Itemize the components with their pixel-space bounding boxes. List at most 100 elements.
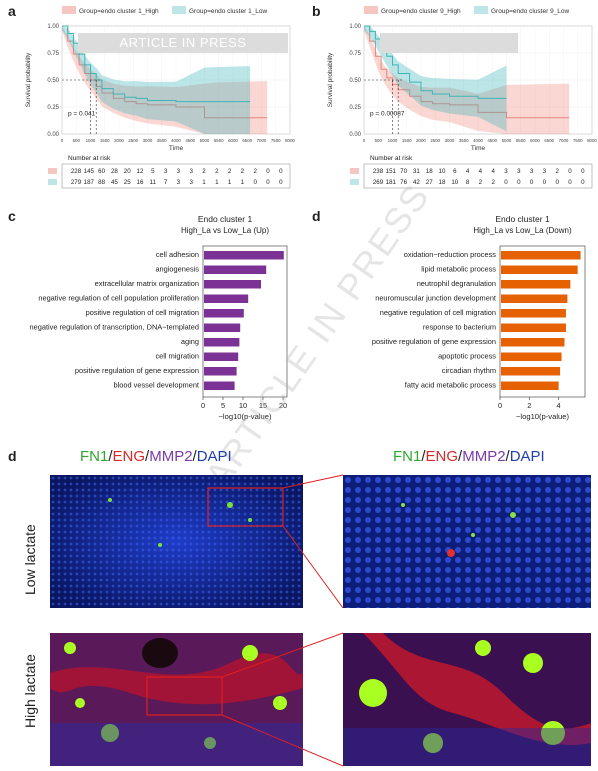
micrograph-high-zoom (343, 633, 591, 766)
risk-cell: 0 (517, 179, 521, 186)
x-tick-label: 500 (73, 138, 81, 143)
bar-category-label: positive regulation of gene expression (75, 366, 199, 375)
y-tick-label: 0.25 (47, 105, 59, 111)
micrograph-low-zoom (343, 475, 591, 608)
risk-cell: 238 (373, 168, 384, 175)
y-tick-label: 0.75 (47, 51, 59, 57)
risk-cell: 2 (228, 168, 232, 175)
risk-cell: 1 (241, 179, 245, 186)
bar (204, 323, 241, 332)
risk-cell: 76 (400, 179, 407, 186)
x-tick-label: 6500 (242, 138, 252, 143)
x-tick-label: 7000 (559, 138, 569, 143)
risk-cell: 0 (266, 179, 270, 186)
watermark-ribbon-right (380, 33, 518, 53)
legend-label-low: Group=endo cluster 9_Low (491, 8, 570, 15)
bar-category-label: fatty acid metabolic process (405, 381, 496, 390)
legend-label-low: Group=endo cluster 1_Low (189, 8, 268, 15)
micrograph-low-overview (50, 475, 303, 608)
x-tick-label: 5000 (200, 138, 210, 143)
stain-eng: ENG (425, 448, 459, 465)
risk-cell: 0 (279, 179, 283, 186)
survival-curve-high (364, 25, 570, 119)
legend-swatch-low (172, 6, 186, 14)
bar-category-label: response to bacterium (423, 323, 496, 332)
bar-category-label: oxidation−reduction process (404, 250, 497, 259)
bar (204, 309, 244, 318)
y-tick-label: 1.00 (349, 24, 361, 30)
x-axis-label: −log10(p-value) (516, 412, 569, 421)
x-axis-label: −log10(p-value) (219, 412, 272, 421)
bar (204, 381, 235, 390)
bar (204, 251, 284, 260)
risk-cell: 3 (164, 168, 168, 175)
risk-cell: 6 (453, 168, 457, 175)
x-tick-label: 4000 (171, 138, 181, 143)
bar-category-label: positive regulation of cell migration (86, 308, 199, 317)
micrograph-high-overview (50, 633, 303, 766)
risk-cell: 28 (111, 168, 118, 175)
survival-plot-b: Group=endo cluster 9_High Group=endo clus… (327, 6, 597, 189)
stain-dapi: DAPI (196, 448, 232, 465)
x-tick-label: 1500 (402, 138, 412, 143)
x-tick-label: 0 (498, 401, 502, 410)
bar (501, 352, 562, 361)
go-barchart-up: Endo cluster 1 High_La vs Low_La (Up) cell… (30, 214, 288, 421)
risk-table-title: Number at risk (68, 155, 111, 162)
bar-category-label: extracellular matrix organization (95, 279, 199, 288)
bar-chart-subtitle: High_La vs Low_La (Up) (181, 226, 269, 235)
risk-cell: 3 (543, 168, 547, 175)
risk-table-frame (61, 163, 291, 189)
risk-cell: 31 (413, 168, 420, 175)
bar (204, 352, 239, 361)
survival-curve-high (62, 25, 268, 119)
bar-plot-frame (202, 245, 288, 398)
risk-cell: 0 (581, 168, 585, 175)
risk-cell: 7 (164, 179, 168, 186)
x-tick-label: 5 (221, 401, 225, 410)
survival-curve-low (364, 25, 507, 99)
risk-cell: 10 (451, 179, 458, 186)
risk-cell: 11 (150, 179, 157, 186)
y-axis-label: Survival probability (25, 52, 32, 107)
risk-cell: 0 (555, 179, 559, 186)
risk-cell: 0 (266, 168, 270, 175)
risk-cell: 2 (479, 179, 483, 186)
risk-cell: 4 (466, 168, 470, 175)
bar-category-label: cell migration (155, 352, 199, 361)
stain-mmp2: MMP2 (149, 448, 193, 465)
x-tick-label: 4500 (487, 138, 497, 143)
risk-cell: 27 (426, 179, 433, 186)
risk-cell: 3 (504, 168, 508, 175)
x-tick-label: 4000 (473, 138, 483, 143)
confidence-band-low (62, 26, 251, 134)
risk-cell: 2 (202, 168, 206, 175)
x-tick-label: 6500 (544, 138, 554, 143)
x-axis-label: Time (471, 145, 486, 152)
x-tick-label: 0 (201, 401, 205, 410)
bar-category-label: angiogenesis (155, 265, 199, 274)
risk-table-title: Number at risk (370, 155, 413, 162)
risk-cell: 181 (386, 179, 397, 186)
bar (204, 280, 261, 289)
x-tick-label: 4 (557, 401, 561, 410)
risk-cell: 2 (241, 168, 245, 175)
p-value-label: p = 0.041 (68, 111, 96, 118)
bar-category-label: cell adhesion (156, 250, 199, 259)
confidence-band-high (62, 26, 268, 134)
x-tick-label: 5500 (214, 138, 224, 143)
row-label-high: High lactate (22, 654, 38, 728)
row-label-low: Low lactate (22, 524, 38, 595)
bar (501, 265, 578, 274)
risk-swatch-low (350, 179, 359, 185)
p-value-label: p = 0.00087 (370, 111, 405, 118)
risk-swatch-high (48, 168, 57, 174)
risk-cell: 0 (279, 168, 283, 175)
risk-cell: 3 (517, 168, 521, 175)
y-tick-label: 0.25 (349, 105, 361, 111)
bar (501, 367, 561, 376)
x-tick-label: 3000 (445, 138, 455, 143)
survival-curve-low (62, 25, 251, 103)
legend-swatch-high (62, 6, 76, 14)
risk-cell: 0 (568, 168, 572, 175)
